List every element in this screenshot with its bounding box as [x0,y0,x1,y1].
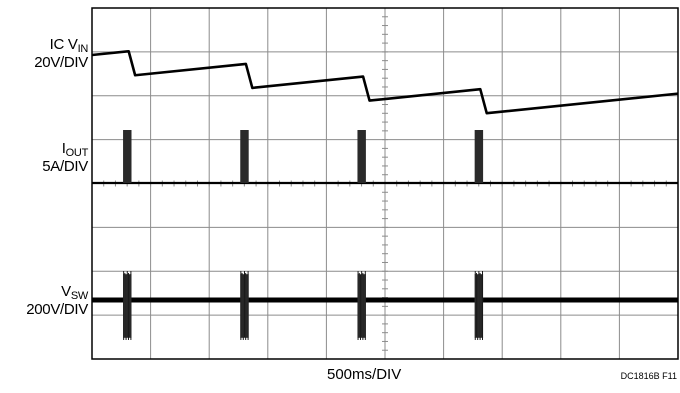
iout-name: I [61,140,66,157]
channel-label-vin: IC VIN 20V/DIV [34,36,88,72]
vin-scale: 20V/DIV [34,54,88,71]
figure-id: DC1816B F11 [620,371,677,381]
vin-subscript: IN [77,43,89,55]
channel-label-iout: IOUT 5A/DIV [42,140,88,176]
vsw-name: V [61,283,71,300]
traces [91,49,679,340]
iout-pulse [357,130,366,183]
vin-name: IC V [49,36,78,53]
vsw-scale: 200V/DIV [26,301,88,318]
plot-border [91,7,679,360]
trace-ic-vin [91,49,679,115]
iout-pulse [240,130,249,183]
iout-scale: 5A/DIV [42,158,88,175]
iout-pulse [474,130,484,183]
iout-pulse [123,130,132,183]
vsw-subscript: SW [70,290,88,302]
x-axis-label: 500ms/DIV [327,366,402,383]
iout-subscript: OUT [65,147,89,159]
channel-label-vsw: VSW 200V/DIV [26,283,88,319]
